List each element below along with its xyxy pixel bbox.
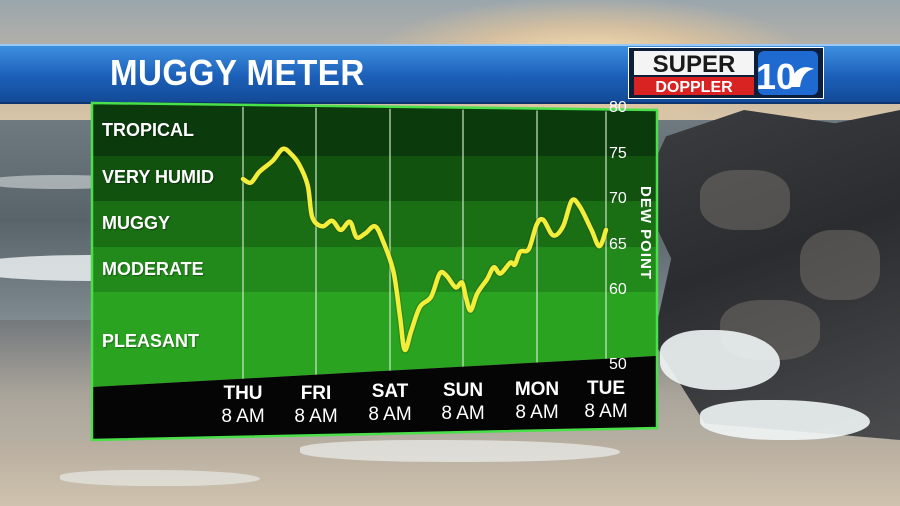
x-time-label: 8 AM [584, 401, 628, 422]
band-label-very-humid: VERY HUMID [102, 167, 215, 187]
rock-highlight [700, 170, 790, 230]
surf-foam [660, 330, 780, 390]
x-day-label: TUE [587, 378, 625, 399]
x-day-label: SAT [371, 381, 409, 402]
y-tick-label: 50 [609, 356, 627, 373]
band-label-muggy: MUGGY [102, 213, 171, 233]
dew-point-line [240, 146, 609, 353]
band-label-pleasant: PLEASANT [102, 331, 200, 351]
y-tick-label: 75 [609, 144, 627, 162]
logo-super-text: SUPER [653, 51, 736, 78]
y-tick-label: 70 [609, 190, 627, 207]
x-day-label: FRI [300, 383, 332, 404]
x-axis-strip [92, 355, 657, 440]
chart-title: MUGGY METER [110, 52, 365, 93]
x-time-label: 8 AM [294, 406, 338, 427]
x-time-label: 8 AM [441, 403, 485, 424]
y-axis-title: DEW POINT [637, 186, 654, 280]
surf-foam [700, 400, 870, 440]
band-very-humid [92, 156, 657, 201]
y-tick-label: 60 [609, 281, 627, 298]
band-tropical [92, 103, 657, 156]
x-day-label: MON [514, 379, 560, 400]
logo-doppler-text: DOPPLER [655, 79, 733, 96]
wave-logo-icon [788, 67, 814, 87]
y-tick-label: 80 [609, 99, 627, 116]
logo-number-text: 10 [756, 56, 796, 97]
x-time-label: 8 AM [515, 402, 559, 423]
band-pleasant [92, 292, 657, 387]
x-time-label: 8 AM [221, 406, 265, 427]
surf-foam [300, 440, 620, 462]
y-tick-label: 65 [609, 235, 627, 253]
band-label-moderate: MODERATE [102, 259, 204, 279]
x-day-label: SUN [442, 380, 484, 401]
band-label-tropical: TROPICAL [102, 120, 194, 140]
rock-highlight [800, 230, 880, 300]
station-logo: SUPER DOPPLER 10 [628, 47, 824, 99]
surf-foam [60, 470, 260, 486]
x-day-label: THU [223, 383, 263, 404]
chart-frame-border [90, 101, 659, 442]
x-time-label: 8 AM [368, 404, 412, 425]
